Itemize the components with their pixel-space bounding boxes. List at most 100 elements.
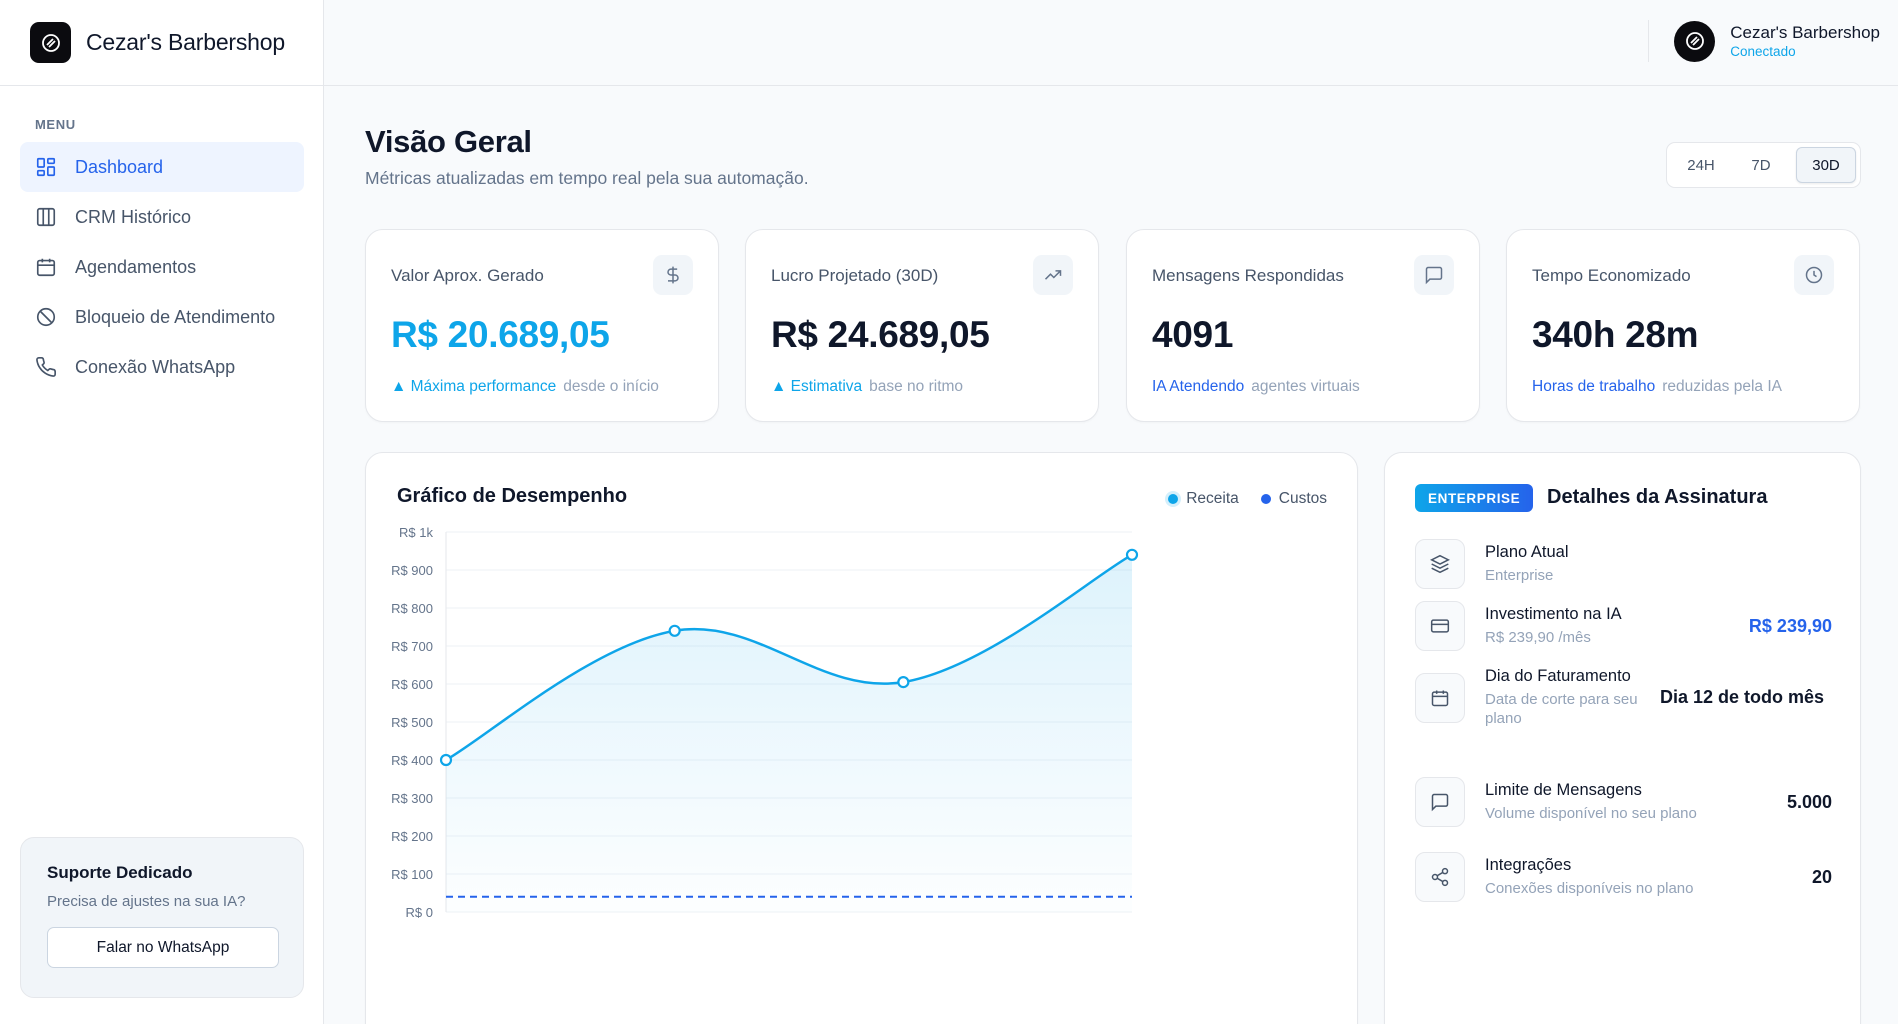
legend-item-custos[interactable]: Custos (1260, 490, 1327, 508)
row-value: 5.000 (1786, 791, 1832, 812)
subscription-row-limite-mensagens: Limite de Mensagens Volume disponível no… (1415, 777, 1832, 827)
dollar-icon (653, 255, 693, 295)
sidebar-menu: Dashboard CRM Histórico Agendamentos Blo… (20, 142, 304, 392)
sidebar-item-conexao-whatsapp[interactable]: Conexão WhatsApp (20, 342, 304, 392)
receita-point (1125, 548, 1139, 561)
receita-line (445, 553, 1133, 762)
sidebar-item-label: Bloqueio de Atendimento (75, 306, 276, 327)
topbar: Cezar's Barbershop Conectado (324, 0, 1898, 86)
account-info: Cezar's Barbershop Conectado (1730, 23, 1880, 59)
range-7d-button[interactable]: 7D (1751, 156, 1771, 174)
layers-icon (1415, 539, 1465, 589)
chart-title: Gráfico de Desempenho (397, 485, 628, 507)
kpi-highlight: ▲ Estimativa (771, 378, 863, 395)
avatar (1674, 20, 1716, 62)
legend-label: Receita (1186, 490, 1239, 507)
y-tick-label: R$ 400 (391, 753, 433, 768)
support-subtitle: Precisa de ajustes na sua IA? (47, 893, 246, 910)
share-icon (1415, 852, 1465, 902)
row-value: Dia 12 de todo mês (1660, 687, 1825, 707)
subscription-row-investimento: Investimento na IA R$ 239,90 /mês R$ 239… (1415, 601, 1832, 651)
sidebar-item-label: CRM Histórico (75, 206, 192, 227)
columns-icon (34, 205, 58, 229)
receita-point (668, 624, 681, 637)
sidebar-item-label: Conexão WhatsApp (75, 356, 236, 377)
kpi-muted: agentes virtuais (1251, 378, 1360, 395)
sidebar-item-agendamentos[interactable]: Agendamentos (20, 242, 304, 292)
y-tick-label: R$ 600 (391, 677, 433, 692)
message-icon (1415, 777, 1465, 827)
kpi-value: 4091 (1152, 314, 1234, 355)
sidebar-item-label: Dashboard (75, 156, 164, 177)
kpi-card-lucro-projetado: Lucro Projetado (30D) R$ 24.689,05 ▲ Est… (745, 229, 1099, 422)
y-tick-label: R$ 500 (391, 715, 433, 730)
receita-point (439, 753, 453, 767)
subscription-row-faturamento: Dia do Faturamento Data de corte para se… (1415, 667, 1832, 728)
subscription-row-integracoes: Integrações Conexões disponíveis no plan… (1415, 852, 1832, 902)
row-value: 20 (1811, 866, 1832, 887)
row-title: Investimento na IA (1485, 605, 1622, 623)
trending-up-icon (1033, 255, 1073, 295)
row-subtitle: Conexões disponíveis no plano (1485, 880, 1694, 897)
whatsapp-support-button[interactable]: Falar no WhatsApp (47, 927, 279, 968)
sidebar-item-label: Agendamentos (75, 256, 197, 277)
account-name: Cezar's Barbershop (1730, 23, 1880, 42)
sidebar-item-dashboard[interactable]: Dashboard (20, 142, 304, 192)
logo-icon (30, 22, 71, 63)
range-24h-button[interactable]: 24H (1687, 156, 1715, 174)
kpi-label: Tempo Economizado (1532, 266, 1691, 285)
kpi-muted: reduzidas pela IA (1662, 378, 1782, 395)
plan-badge: ENTERPRISE (1415, 484, 1534, 512)
row-subtitle: Data de corte para seu plano (1485, 691, 1638, 727)
legend-item-receita[interactable]: Receita (1168, 490, 1239, 508)
kpi-footer: ▲ Estimativa base no ritmo (771, 378, 963, 396)
page-title: Visão Geral (365, 124, 532, 159)
row-value: R$ 239,90 (1748, 615, 1832, 636)
kpi-value: 340h 28m (1532, 314, 1699, 355)
sidebar-item-bloqueio[interactable]: Bloqueio de Atendimento (20, 292, 304, 342)
kpi-label: Valor Aprox. Gerado (391, 266, 544, 285)
calendar-icon (1415, 672, 1465, 723)
kpi-highlight: ▲ Máxima performance (391, 378, 557, 395)
row-text: Plano Atual Enterprise (1485, 543, 1832, 585)
sidebar-item-crm-historico[interactable]: CRM Histórico (20, 192, 304, 242)
account-menu[interactable]: Cezar's Barbershop Conectado (1648, 20, 1880, 62)
y-tick-label: R$ 1k (399, 525, 433, 540)
row-subtitle: Enterprise (1485, 567, 1554, 584)
kpi-footer: Horas de trabalho reduzidas pela IA (1532, 378, 1782, 396)
calendar-icon (34, 255, 58, 279)
kpi-highlight: Horas de trabalho (1532, 378, 1656, 395)
row-subtitle: R$ 239,90 /mês (1485, 629, 1591, 646)
clock-icon (1794, 255, 1834, 295)
kpi-value: R$ 20.689,05 (391, 314, 610, 355)
row-title: Integrações (1485, 856, 1572, 874)
y-tick-label: R$ 700 (391, 639, 433, 654)
kpi-card-mensagens: Mensagens Respondidas 4091 IA Atendendo a… (1126, 229, 1480, 422)
credit-card-icon (1415, 601, 1465, 651)
kpi-label: Lucro Projetado (30D) (771, 266, 939, 285)
kpi-label: Mensagens Respondidas (1152, 266, 1344, 285)
sidebar: Cezar's Barbershop MENU Dashboard CRM Hi… (0, 0, 324, 1024)
row-text: Integrações Conexões disponíveis no plan… (1485, 856, 1812, 898)
subscription-row-plano: Plano Atual Enterprise (1415, 539, 1832, 589)
chart-legend: Receita Custos (1146, 490, 1327, 508)
kpi-card-tempo-economizado: Tempo Economizado 340h 28m Horas de trab… (1506, 229, 1860, 422)
y-tick-label: R$ 300 (391, 791, 433, 806)
legend-label: Custos (1278, 490, 1327, 507)
y-tick-label: R$ 800 (391, 601, 433, 616)
row-title: Plano Atual (1485, 543, 1569, 561)
kpi-footer: ▲ Máxima performance desde o início (391, 378, 659, 396)
block-icon (34, 305, 58, 329)
y-tick-label: R$ 900 (391, 563, 433, 578)
range-selector: 24H 7D 30D (1666, 142, 1861, 188)
menu-label: MENU (35, 117, 76, 132)
kpi-card-valor-gerado: Valor Aprox. Gerado R$ 20.689,05 ▲ Máxim… (365, 229, 719, 422)
kpi-value: R$ 24.689,05 (771, 314, 990, 355)
brand: Cezar's Barbershop (0, 0, 323, 86)
page-subtitle: Métricas atualizadas em tempo real pela … (365, 168, 809, 188)
y-tick-label: R$ 200 (391, 829, 433, 844)
row-title: Limite de Mensagens (1485, 781, 1642, 799)
range-30d-button[interactable]: 30D (1796, 147, 1856, 183)
receita-area (446, 554, 1132, 912)
support-card: Suporte Dedicado Precisa de ajustes na s… (20, 837, 304, 998)
